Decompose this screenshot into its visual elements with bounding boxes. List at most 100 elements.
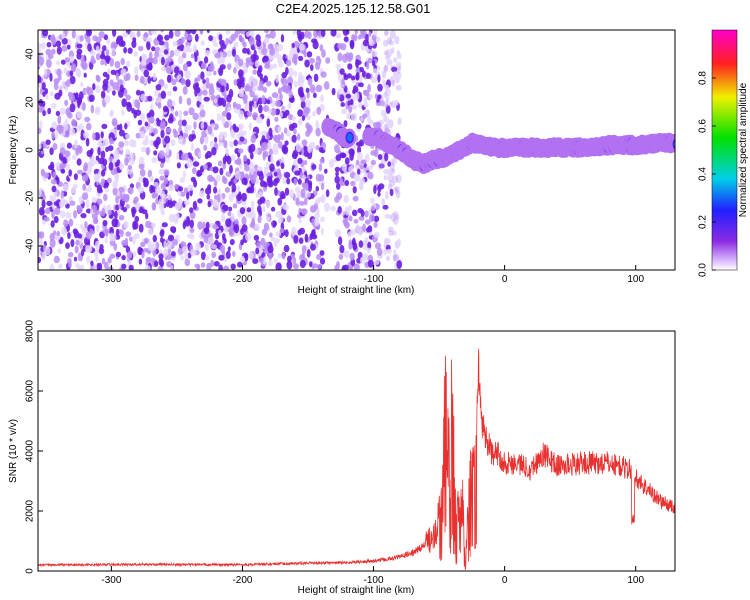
spectrogram-noise-cell bbox=[250, 220, 255, 227]
spectrogram-noise-cell bbox=[328, 159, 335, 168]
spectrogram-noise-cell bbox=[211, 251, 216, 259]
spectrogram-ridge-cell bbox=[348, 135, 352, 140]
spectrogram-noise-cell bbox=[178, 109, 183, 119]
spectrogram-noise-cell bbox=[158, 253, 164, 260]
spectrogram-noise-cell bbox=[138, 258, 143, 265]
spectrogram-noise-cell bbox=[210, 63, 215, 72]
spectrogram-noise-cell bbox=[378, 162, 383, 171]
spectrogram-noise-cell bbox=[229, 164, 233, 174]
spectrogram-noise-cell bbox=[377, 252, 383, 259]
spectrogram-noise-cell bbox=[80, 81, 84, 88]
spectrogram-noise-cell bbox=[121, 255, 126, 261]
spectrogram-noise-cell bbox=[384, 127, 391, 134]
spectrogram-noise-cell bbox=[233, 67, 237, 74]
spectrogram-noise-cell bbox=[138, 156, 145, 165]
spectrogram-noise-cell bbox=[114, 210, 118, 220]
spectrogram-noise-cell bbox=[395, 174, 402, 184]
spectrogram-noise-cell bbox=[269, 232, 273, 238]
spectrogram-noise-cell bbox=[38, 237, 43, 246]
spectrogram-noise-cell bbox=[263, 222, 270, 231]
spectrogram-noise-cell bbox=[216, 189, 222, 196]
spectrogram-noise-cell bbox=[366, 60, 370, 70]
spectrogram-noise-cell bbox=[225, 250, 231, 260]
spectrogram-noise-cell bbox=[105, 49, 110, 56]
colorbar-tick-label: 0.4 bbox=[698, 167, 709, 181]
spectrogram-noise-cell bbox=[53, 82, 59, 91]
spectrogram-noise-cell bbox=[45, 93, 49, 100]
spectrogram-noise-cell bbox=[300, 188, 306, 196]
spectrogram-noise-cell bbox=[95, 85, 101, 94]
spectrogram-noise-cell bbox=[76, 52, 82, 60]
spectrogram-noise-cell bbox=[385, 49, 392, 56]
spectrogram-noise-cell bbox=[51, 102, 57, 109]
spectrogram-noise-cell bbox=[85, 137, 90, 147]
spectrogram-noise-cell bbox=[154, 51, 160, 58]
spectrogram-noise-cell bbox=[363, 96, 368, 105]
spectrogram-noise-cell bbox=[97, 146, 101, 156]
spectrogram-noise-cell bbox=[126, 101, 132, 108]
spectrogram-noise-cell bbox=[59, 162, 66, 170]
spectrogram-noise-cell bbox=[94, 240, 100, 250]
spectrogram-noise-cell bbox=[393, 254, 400, 260]
spectrogram-noise-cell bbox=[304, 197, 308, 206]
spectrogram-noise-cell bbox=[287, 102, 292, 110]
spectrogram-noise-cell bbox=[266, 99, 271, 105]
spectrogram-noise-cell bbox=[317, 30, 322, 38]
spectrogram-noise-cell bbox=[275, 100, 281, 107]
spectrogram-noise-cell bbox=[176, 152, 180, 161]
spectrogram-noise-cell bbox=[225, 37, 229, 46]
spectrogram-noise-cell bbox=[341, 78, 345, 85]
spectrogram-noise-cell bbox=[189, 207, 194, 214]
spectrogram-noise-cell bbox=[371, 60, 376, 67]
spectrogram-noise-cell bbox=[160, 129, 165, 139]
spectrogram-noise-cell bbox=[160, 182, 167, 190]
spectrogram-noise-cell bbox=[69, 75, 76, 85]
spectrogram-noise-cell bbox=[69, 200, 76, 206]
spectrogram-noise-cell bbox=[152, 202, 157, 211]
spectrogram-noise-cell bbox=[83, 72, 87, 78]
spectrogram-noise-cell bbox=[207, 236, 214, 246]
spectrogram-noise-cell bbox=[178, 186, 184, 192]
spectrogram-noise-cell bbox=[274, 116, 279, 122]
spectrogram-noise-cell bbox=[353, 218, 359, 224]
spectrogram-noise-cell bbox=[61, 32, 66, 39]
spectrogram-noise-cell bbox=[277, 87, 282, 95]
spectrogram-noise-cell bbox=[155, 186, 161, 195]
spectrogram-noise-cell bbox=[229, 239, 235, 246]
spectrogram-noise-cell bbox=[311, 229, 316, 236]
spectrogram-noise-cell bbox=[186, 190, 190, 200]
spectrogram-noise-cell bbox=[353, 263, 360, 270]
spectrogram-noise-cell bbox=[182, 170, 187, 179]
spectrogram-noise-cell bbox=[217, 160, 223, 167]
snr-x-tick-label: 0 bbox=[502, 575, 508, 586]
spectrogram-noise-cell bbox=[71, 154, 77, 161]
spectrogram-noise-cell bbox=[231, 213, 235, 222]
colorbar-tick-label: 0.8 bbox=[698, 71, 709, 85]
spectrogram-noise-cell bbox=[131, 40, 137, 49]
spectrogram-noise-cell bbox=[231, 184, 237, 192]
spectrogram-noise-cell bbox=[292, 30, 297, 35]
spectrogram-noise-cell bbox=[387, 59, 393, 65]
spectrogram-noise-cell bbox=[187, 184, 194, 191]
spectrogram-noise-cell bbox=[259, 73, 264, 80]
spectrogram-noise-cell bbox=[274, 187, 278, 196]
spectrogram-noise-cell bbox=[347, 63, 353, 70]
spectrogram-noise-cell bbox=[147, 227, 153, 236]
spectrogram-noise-cell bbox=[378, 163, 385, 169]
spectrogram-noise-cell bbox=[284, 187, 290, 196]
spectrogram-noise-cell bbox=[123, 140, 129, 147]
spectrogram-noise-cell bbox=[249, 100, 253, 108]
spectrogram-noise-cell bbox=[250, 176, 257, 184]
spectrogram-noise-cell bbox=[80, 59, 87, 69]
spectrogram-noise-cell bbox=[51, 178, 57, 185]
spectrogram-noise-cell bbox=[232, 123, 237, 131]
spectrogram-noise-cell bbox=[344, 221, 350, 229]
spectrogram-noise-cell bbox=[301, 208, 308, 216]
spectrogram-noise-cell bbox=[316, 254, 322, 260]
spectrogram-noise-cell bbox=[261, 205, 266, 213]
spectrogram-noise-cell bbox=[104, 187, 110, 193]
spectrogram-noise-cell bbox=[183, 187, 189, 194]
spectrogram-noise-cell bbox=[125, 149, 130, 156]
spectrogram-noise-cell bbox=[178, 119, 184, 128]
